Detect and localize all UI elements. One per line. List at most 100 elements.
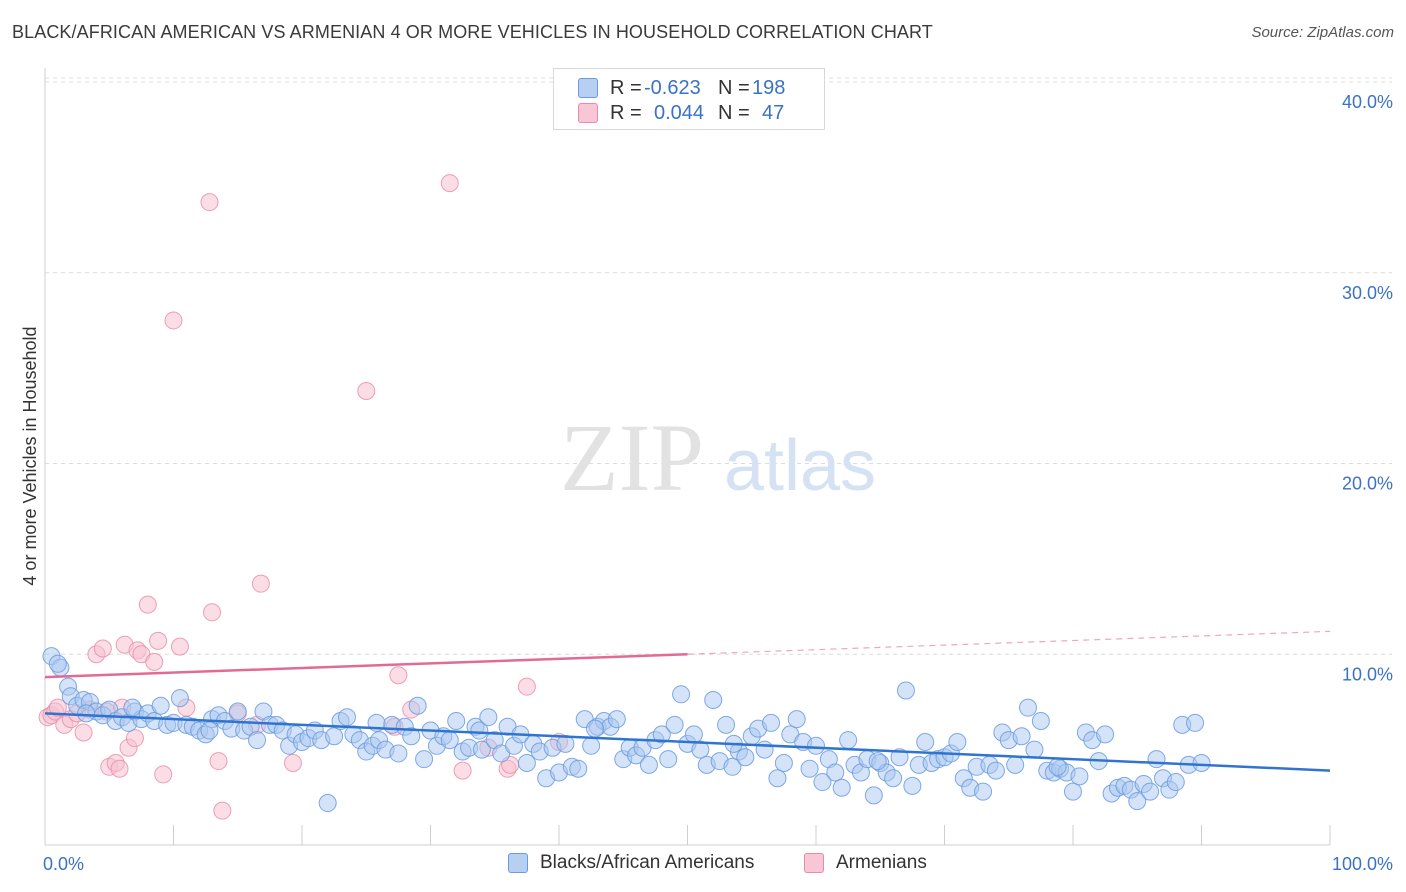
blacks-point: [768, 769, 787, 788]
blacks-point: [447, 712, 466, 731]
blacks-point: [986, 761, 1005, 780]
armenians-point: [251, 574, 270, 593]
blacks-point: [123, 698, 142, 717]
blacks-point: [704, 691, 723, 710]
stats-r-label: R =: [610, 76, 642, 99]
armenians-point: [453, 761, 472, 780]
stats-n-label: N =: [718, 76, 750, 99]
stats-swatch-armenians: [578, 103, 598, 123]
blacks-point: [813, 773, 832, 792]
blacks-point: [1147, 750, 1166, 769]
y-tick-label: 10.0%: [1342, 664, 1393, 684]
blacks-point: [868, 752, 887, 771]
legend-item-blacks[interactable]: Blacks/African Americans: [508, 852, 754, 874]
armenians-point: [110, 759, 129, 778]
blacks-point: [916, 732, 935, 751]
legend-swatch-armenians: [804, 853, 824, 873]
blacks-point: [717, 715, 736, 734]
blacks-point: [1186, 713, 1205, 732]
tick-labels: 10.0% 20.0% 30.0% 40.0% 0.0% 100.0%: [43, 92, 1393, 874]
armenians-point: [357, 382, 376, 401]
blacks-trend-line: [44, 712, 1331, 772]
blacks-point: [839, 731, 858, 750]
chart-title: BLACK/AFRICAN AMERICAN VS ARMENIAN 4 OR …: [12, 22, 933, 42]
blacks-point: [652, 725, 671, 744]
blacks-point: [1166, 773, 1185, 792]
x-tick-label: 0.0%: [43, 854, 84, 874]
blacks-point: [684, 725, 703, 744]
stats-n-value: 47: [762, 101, 785, 124]
armenians-point: [93, 639, 112, 658]
blacks-point: [337, 708, 356, 727]
blacks-point: [665, 715, 684, 734]
stats-row-armenians: R = 0.044 N = 47: [578, 101, 784, 125]
armenians-point: [138, 595, 157, 614]
blacks-point: [762, 713, 781, 732]
stats-r-value: -0.623: [644, 76, 701, 99]
stats-n-label: N =: [718, 101, 750, 124]
blacks-point: [1019, 698, 1038, 717]
blacks-point: [1012, 727, 1031, 746]
armenians-point: [389, 666, 408, 685]
blacks-point: [318, 794, 337, 813]
blacks-point: [408, 696, 427, 715]
armenians-trend-line: [44, 653, 688, 679]
stats-legend: R = -0.623 N = 198 R = 0.044 N = 47: [553, 68, 825, 130]
blacks-point: [800, 759, 819, 778]
blacks-point: [585, 719, 604, 738]
watermark-zip: ZIP: [560, 404, 704, 511]
y-tick-label: 40.0%: [1342, 92, 1393, 112]
x-tick-label: 100.0%: [1332, 854, 1393, 874]
series-blacks-points: [42, 647, 1211, 813]
blacks-point: [787, 710, 806, 729]
blacks-point: [774, 753, 793, 772]
blacks-point: [890, 748, 909, 767]
blacks-point: [1070, 767, 1089, 786]
blacks-point: [807, 736, 825, 755]
watermark-atlas: atlas: [724, 426, 876, 506]
blacks-point: [974, 782, 993, 801]
legend-label-blacks: Blacks/African Americans: [540, 852, 755, 873]
armenians-point: [170, 637, 189, 656]
armenians-trend-extension: [687, 630, 1331, 655]
blacks-point: [607, 710, 626, 729]
armenians-point: [200, 193, 219, 212]
armenians-point: [440, 174, 459, 193]
watermark: ZIP atlas: [560, 404, 876, 511]
y-tick-label: 20.0%: [1342, 474, 1393, 494]
blacks-point: [896, 681, 915, 700]
armenians-point: [209, 752, 228, 771]
armenians-point: [164, 311, 183, 330]
armenians-point: [48, 698, 67, 717]
blacks-point: [77, 704, 96, 723]
stats-n-value: 198: [752, 76, 786, 99]
armenians-point: [213, 801, 232, 820]
blacks-point: [415, 750, 434, 769]
blacks-point: [569, 759, 588, 778]
armenians-point: [203, 603, 222, 622]
blacks-point: [151, 696, 170, 715]
blacks-point: [1006, 755, 1025, 774]
blacks-point: [470, 721, 489, 740]
stats-r-value: 0.044: [654, 101, 705, 124]
blacks-point: [325, 727, 344, 746]
armenians-point: [125, 729, 144, 748]
series-legend: Blacks/African Americans Armenians: [0, 852, 1406, 878]
legend-item-armenians[interactable]: Armenians: [804, 852, 927, 874]
blacks-point: [832, 778, 851, 797]
blacks-point: [1128, 792, 1147, 811]
blacks-point: [517, 753, 536, 772]
blacks-point: [1025, 740, 1044, 759]
blacks-point: [736, 748, 755, 767]
legend-label-armenians: Armenians: [836, 852, 927, 873]
blacks-point: [672, 685, 691, 704]
blacks-point: [1192, 753, 1211, 772]
blacks-point: [659, 750, 678, 769]
blacks-point: [228, 702, 247, 721]
stats-swatch-blacks: [578, 78, 598, 98]
blacks-point: [200, 721, 219, 740]
stats-r-label: R =: [610, 101, 642, 124]
legend-swatch-blacks: [508, 853, 528, 873]
blacks-point: [948, 732, 967, 751]
